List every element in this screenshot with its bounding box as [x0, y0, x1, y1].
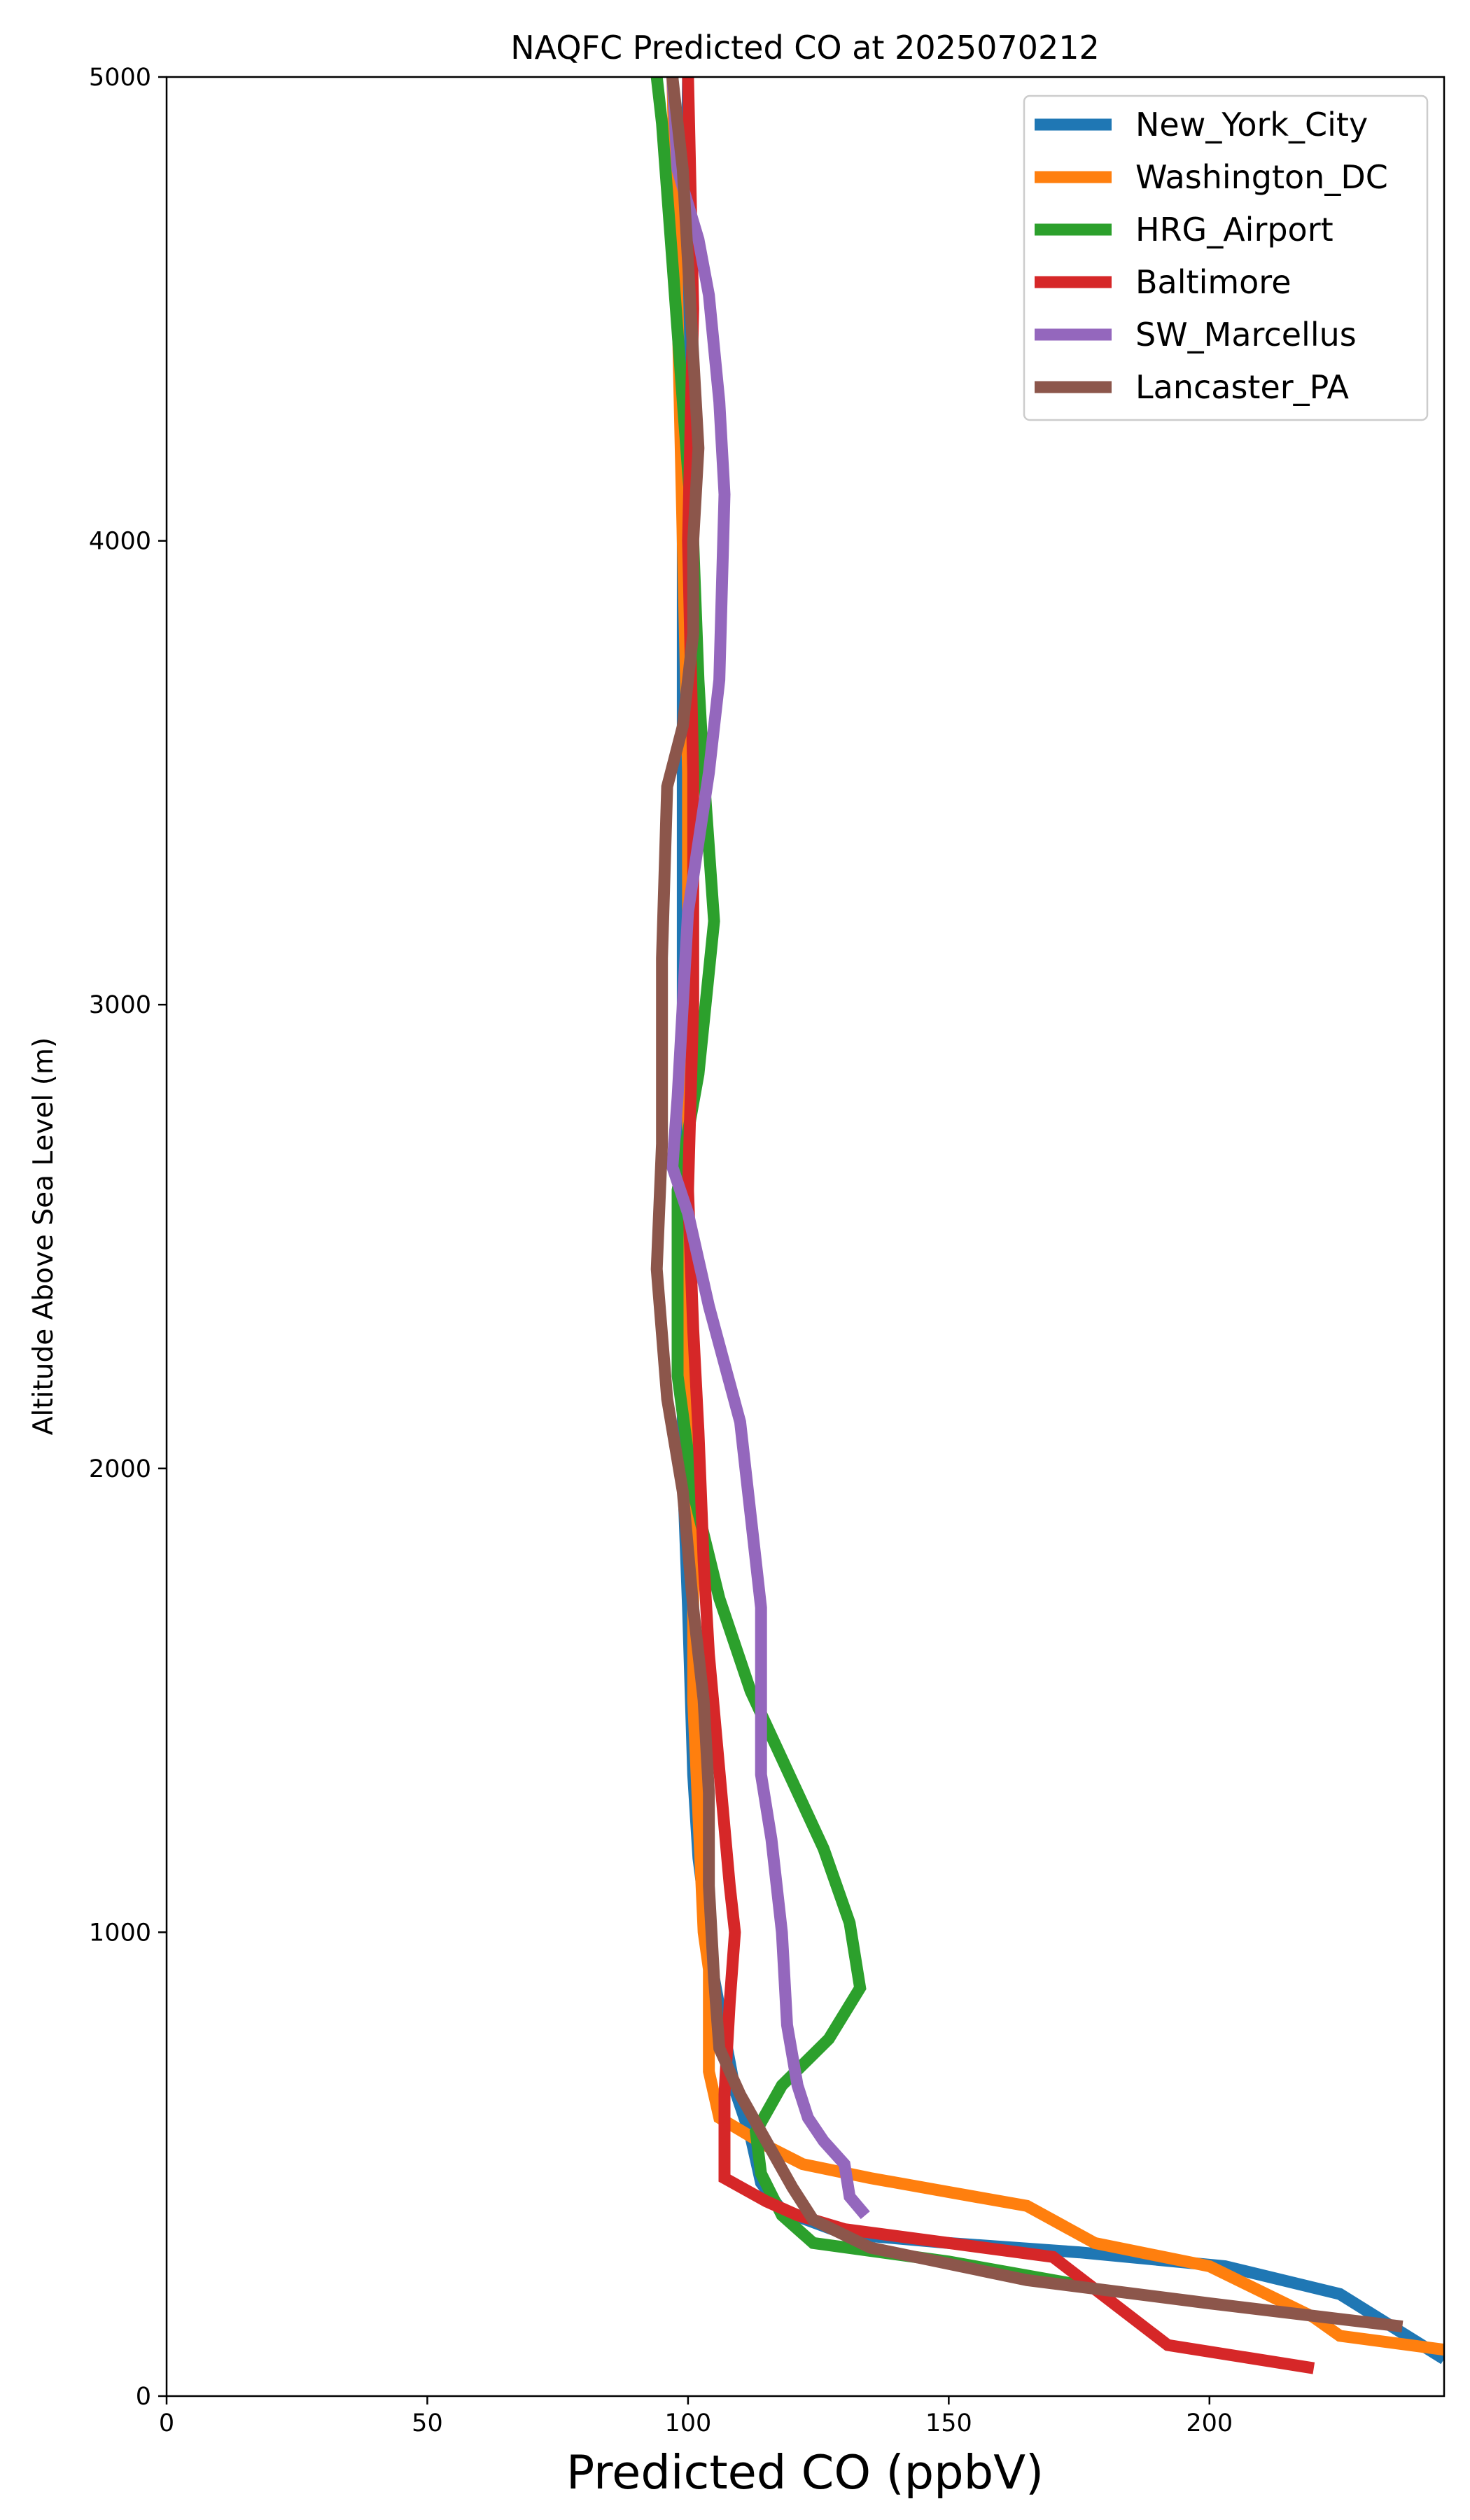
y-tick-label: 1000	[89, 1919, 151, 1947]
x-tick-label: 0	[159, 2409, 174, 2437]
legend-label-new-york-city: New_York_City	[1135, 106, 1368, 144]
chart-title: NAQFC Predicted CO at 2025070212	[510, 29, 1100, 66]
series-line-baltimore	[682, 77, 1315, 2374]
legend: New_York_City Washington_DC HRG_Airport Bal…	[1023, 94, 1429, 421]
x-tick-label: 50	[412, 2409, 443, 2437]
legend-items: New_York_City Washington_DC HRG_Airport Bal…	[1035, 106, 1388, 406]
plot-frame	[165, 76, 1446, 2398]
legend-box	[1023, 94, 1429, 421]
y-tick-label: 0	[136, 2383, 151, 2411]
y-axis-title: Altitude Above Sea Level (m)	[28, 1037, 59, 1435]
x-axis-title: Predicted CO (ppbV)	[566, 2445, 1044, 2500]
legend-label-baltimore: Baltimore	[1135, 263, 1292, 301]
x-tick-label: 100	[664, 2409, 711, 2437]
x-axis-ticks: 0 50 100 150 200	[159, 2396, 1233, 2437]
legend-label-lancaster-pa: Lancaster_PA	[1135, 368, 1349, 406]
legend-label-washington-dc: Washington_DC	[1135, 158, 1388, 196]
series-layer	[650, 77, 1444, 2374]
x-tick-label: 150	[925, 2409, 972, 2437]
legend-label-sw-marcellus: SW_Marcellus	[1135, 316, 1357, 354]
y-tick-label: 2000	[89, 1455, 151, 1483]
legend-label-hrg-airport: HRG_Airport	[1135, 211, 1334, 248]
y-axis-ticks: 0 1000 2000 3000 4000 5000	[89, 64, 167, 2411]
series-line-lancaster-pa	[650, 77, 1404, 2333]
y-tick-label: 5000	[89, 64, 151, 92]
x-tick-label: 200	[1186, 2409, 1233, 2437]
y-tick-label: 4000	[89, 528, 151, 556]
y-tick-label: 3000	[89, 991, 151, 1019]
series-line-sw-marcellus	[666, 77, 870, 2220]
